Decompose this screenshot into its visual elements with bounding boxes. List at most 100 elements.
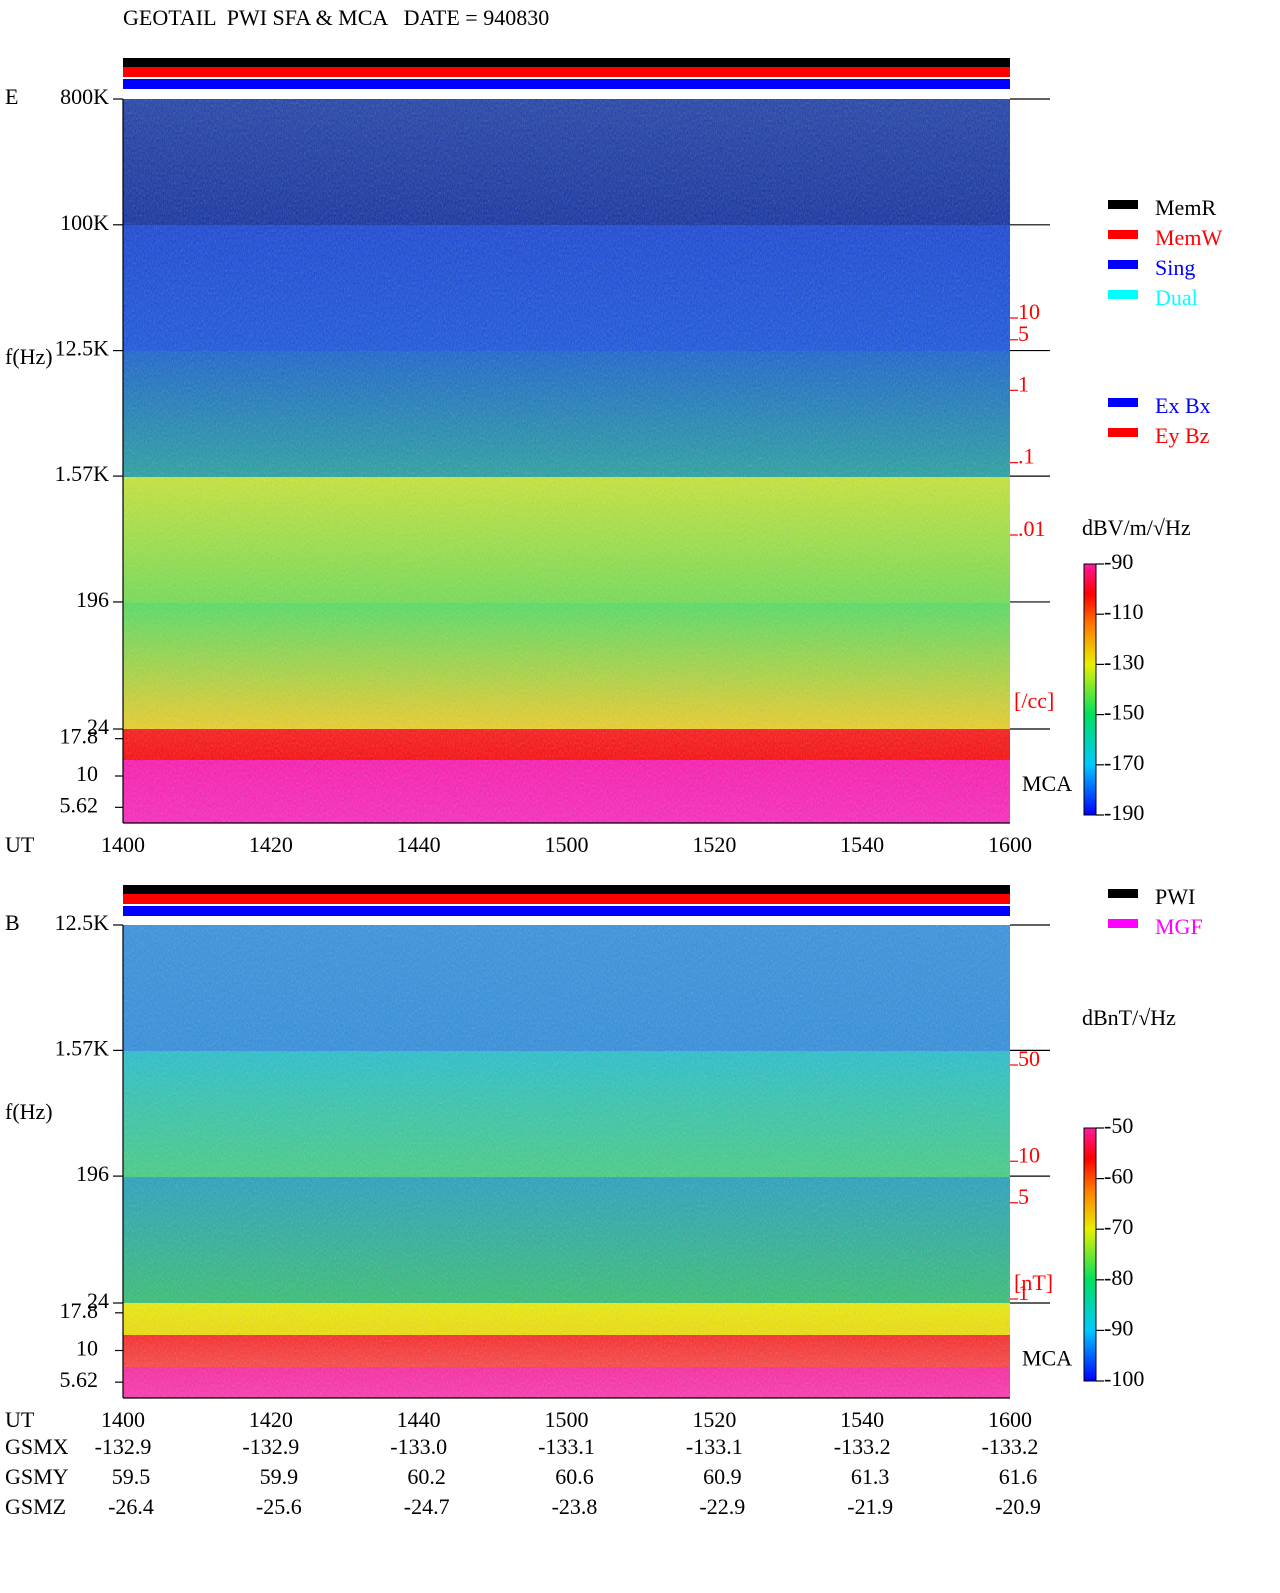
colorbar-tick-label: -150: [1104, 700, 1144, 725]
y2-tick-label: 5: [1018, 321, 1029, 346]
y-tick-label: 196: [76, 1161, 109, 1186]
y2-tick-label: 10: [1018, 299, 1040, 324]
spectrogram-noise: [123, 225, 1010, 351]
status-strip: [123, 67, 1010, 77]
colorbar-tick-label: -90: [1104, 549, 1133, 574]
y-axis-label: f(Hz): [5, 1099, 53, 1124]
y2-tick-label: 50: [1018, 1046, 1040, 1071]
status-strip: [123, 885, 1010, 894]
y-tick-label: 1.57K: [55, 461, 110, 486]
y-tick-label: 12.5K: [55, 910, 110, 935]
y-axis-label: f(Hz): [5, 344, 53, 369]
x-tick-label: 1520: [692, 1407, 736, 1432]
panel-label: E: [5, 84, 18, 109]
legend-label: MemR: [1155, 195, 1216, 220]
orbit-value: -26.4: [108, 1494, 154, 1519]
colorbar: [1083, 563, 1097, 816]
spectrogram-noise: [123, 99, 1010, 225]
mca-tick-label: 5.62: [60, 1367, 99, 1392]
orbit-value: 61.6: [999, 1464, 1038, 1489]
y2-tick-label: 1: [1018, 371, 1029, 396]
orbit-value: 60.6: [555, 1464, 594, 1489]
y2-tick-label: 5: [1018, 1184, 1029, 1209]
x-tick-label: 1500: [545, 832, 589, 857]
y2-tick-label: 1: [1018, 1280, 1029, 1305]
mca-tick-label: 17.8: [60, 724, 99, 749]
colorbar-tick-label: -90: [1104, 1315, 1133, 1340]
orbit-value: -133.1: [538, 1434, 595, 1459]
x-tick-label: 1600: [988, 832, 1032, 857]
legend-label: Ex Bx: [1155, 393, 1211, 418]
orbit-value: 61.3: [851, 1464, 890, 1489]
x-tick-label: 1420: [249, 832, 293, 857]
orbit-value: -133.2: [982, 1434, 1039, 1459]
orbit-value: 59.5: [112, 1464, 151, 1489]
legend-swatch: [1108, 200, 1138, 209]
legend-label: MGF: [1155, 914, 1203, 939]
legend-swatch: [1108, 230, 1138, 239]
title: GEOTAIL PWI SFA & MCA DATE = 940830: [123, 5, 549, 30]
legend-label: Sing: [1155, 255, 1195, 280]
y-tick-label: 196: [76, 587, 109, 612]
orbit-value: -24.7: [404, 1494, 450, 1519]
mca-tick-label: 5.62: [60, 792, 99, 817]
orbit-value: 60.2: [407, 1464, 446, 1489]
orbit-value: -132.9: [95, 1434, 152, 1459]
spectrogram-noise: [123, 351, 1010, 477]
y-tick-label: 24: [87, 714, 109, 739]
colorbar-tick-label: -110: [1104, 599, 1144, 624]
legend-swatch: [1108, 919, 1138, 928]
status-strip: [123, 894, 1010, 904]
colorbar-tick-label: -100: [1104, 1366, 1144, 1391]
orbit-row-label: GSMY: [5, 1464, 69, 1489]
spectrogram-noise: [123, 603, 1010, 729]
x-tick-label: 1440: [397, 832, 441, 857]
legend-label: Ey Bz: [1155, 423, 1210, 448]
orbit-row-label: GSMX: [5, 1434, 69, 1459]
y2-tick-label: .1: [1018, 444, 1035, 469]
colorbar-label: dBV/m/√Hz: [1082, 515, 1191, 540]
orbit-value: -133.1: [686, 1434, 743, 1459]
x-tick-label: 1520: [692, 832, 736, 857]
colorbar-tick-label: -60: [1104, 1164, 1133, 1189]
y-tick-label: 12.5K: [55, 336, 110, 361]
panel-label: B: [5, 910, 20, 935]
colorbar: [1083, 1127, 1097, 1382]
orbit-value: -25.6: [256, 1494, 302, 1519]
status-strip: [123, 906, 1010, 916]
colorbar-tick-label: -50: [1104, 1113, 1133, 1138]
spectrogram-noise: [123, 1051, 1010, 1177]
legend-swatch: [1108, 260, 1138, 269]
status-strip: [123, 58, 1010, 67]
x-axis-label: UT: [5, 1407, 35, 1432]
y2-axis-label: [nT]: [1014, 1270, 1053, 1295]
orbit-value: -133.0: [390, 1434, 447, 1459]
legend-label: Dual: [1155, 285, 1198, 310]
legend-swatch: [1108, 889, 1138, 898]
orbit-value: -133.2: [834, 1434, 891, 1459]
x-axis-label: UT: [5, 832, 35, 857]
spectrogram-noise: [123, 760, 1010, 823]
y-tick-label: 24: [87, 1288, 109, 1313]
y-tick-label: 100K: [60, 210, 109, 235]
mca-label: MCA: [1022, 771, 1072, 796]
y-tick-label: 800K: [60, 84, 109, 109]
orbit-value: -20.9: [995, 1494, 1041, 1519]
orbit-value: -132.9: [242, 1434, 299, 1459]
orbit-row-label: GSMZ: [5, 1494, 66, 1519]
mca-tick-label: 10: [76, 761, 98, 786]
mca-tick-label: 17.8: [60, 1298, 99, 1323]
spectrogram-noise: [123, 1303, 1010, 1335]
spectrogram-noise: [123, 729, 1010, 760]
x-tick-label: 1540: [840, 1407, 884, 1432]
x-tick-label: 1400: [101, 1407, 145, 1432]
spectrogram-noise: [123, 1367, 1010, 1398]
y-tick-label: 1.57K: [55, 1035, 110, 1060]
y2-axis-label: [/cc]: [1014, 688, 1054, 713]
legend-swatch: [1108, 398, 1138, 407]
x-tick-label: 1400: [101, 832, 145, 857]
y2-tick-label: .01: [1018, 516, 1046, 541]
spectrogram-noise: [123, 1335, 1010, 1367]
spectrogram-noise: [123, 925, 1010, 1051]
